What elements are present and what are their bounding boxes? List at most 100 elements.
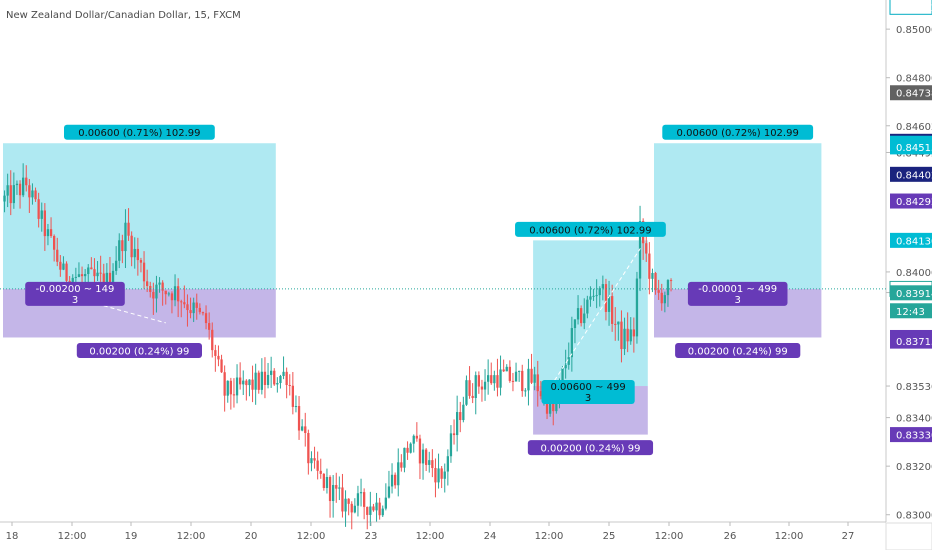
candle [15,183,19,186]
candle [65,263,68,281]
entry-label-3-qty: 3 [735,295,741,306]
candle [273,370,276,385]
y-tick-label: 0.84602 [896,122,932,133]
candle [108,272,112,284]
candle [663,295,666,304]
candle [530,368,533,383]
candle [93,269,96,277]
candle [462,404,465,421]
candle [31,190,34,198]
candle [502,369,505,372]
candle [53,235,56,250]
candle [294,406,298,408]
candle [77,274,81,277]
candle [387,486,391,498]
candle [158,282,161,285]
candle [623,328,626,350]
candle [635,278,639,337]
candle [229,380,232,395]
candle [214,350,217,356]
candle [201,312,205,314]
candle [186,304,189,311]
candle [282,371,285,376]
candle [536,374,539,392]
candle [124,222,127,252]
candle [325,477,329,488]
x-tick-label: 12:00 [775,531,804,542]
entry-label-3-bg [687,281,788,306]
candle [428,460,431,465]
candle [307,432,310,464]
candle [381,508,384,516]
candle [217,355,220,360]
candle [440,468,443,479]
candle [645,243,648,254]
candle [421,449,425,464]
target-label-2: 0.00600 (0.72%) 102.99 [529,225,651,236]
candle [583,313,586,324]
candle [105,272,108,289]
candle [167,293,170,295]
candle [601,284,604,289]
candle [266,374,270,385]
candle [288,385,291,387]
candle [533,374,536,383]
x-tick-label: 12:00 [58,531,87,542]
candle [406,447,409,453]
candle [139,260,143,263]
candle [297,406,301,431]
target-label-1-bg [64,124,215,140]
candle [127,222,130,236]
candle [192,302,195,314]
candle [576,308,580,320]
target-label-1: 0.00600 (0.71%) 102.99 [78,128,200,139]
stop-label-3-bg [675,342,801,358]
candle [242,380,245,385]
candle [121,240,124,252]
candle [195,302,198,308]
entry-label-2: 0.00600 ~ 499 [551,382,626,393]
candle [223,372,226,396]
candle [369,506,372,515]
candle [372,506,375,511]
target-label-3-bg [662,124,814,140]
candle [375,502,378,511]
candle [573,319,577,329]
price-badge [889,0,932,15]
candle [260,371,263,390]
candle [666,280,670,296]
candle [74,276,77,278]
candle [220,359,223,373]
candle [18,183,22,196]
price-badge [890,285,932,301]
price-badge [890,139,932,155]
price-badge-label: 0.83914 [896,289,932,300]
candle [592,295,595,297]
candle [431,460,434,469]
candle [251,379,254,390]
candle [394,474,397,486]
profit-zone-3 [654,143,822,289]
candle [452,433,456,436]
profit-zone-1 [3,143,276,289]
stop-label-3: 0.00200 (0.24%) 99 [688,346,788,357]
chart-title: New Zealand Dollar/Canadian Dollar, 15, … [6,10,241,21]
stop-label-2: 0.00200 (0.24%) 99 [540,444,640,455]
candle [598,288,601,296]
candle [87,267,90,275]
candle [480,386,484,390]
candle [493,375,496,384]
entry-label-3: -0.00001 ~ 499 [698,284,777,295]
candle [161,282,164,291]
price-badge [890,193,932,209]
candle [657,290,660,293]
x-tick-label: 12:00 [535,531,564,542]
candle [9,185,12,204]
target-label-2-bg [515,221,666,237]
candle [638,221,642,279]
candle [226,380,229,396]
